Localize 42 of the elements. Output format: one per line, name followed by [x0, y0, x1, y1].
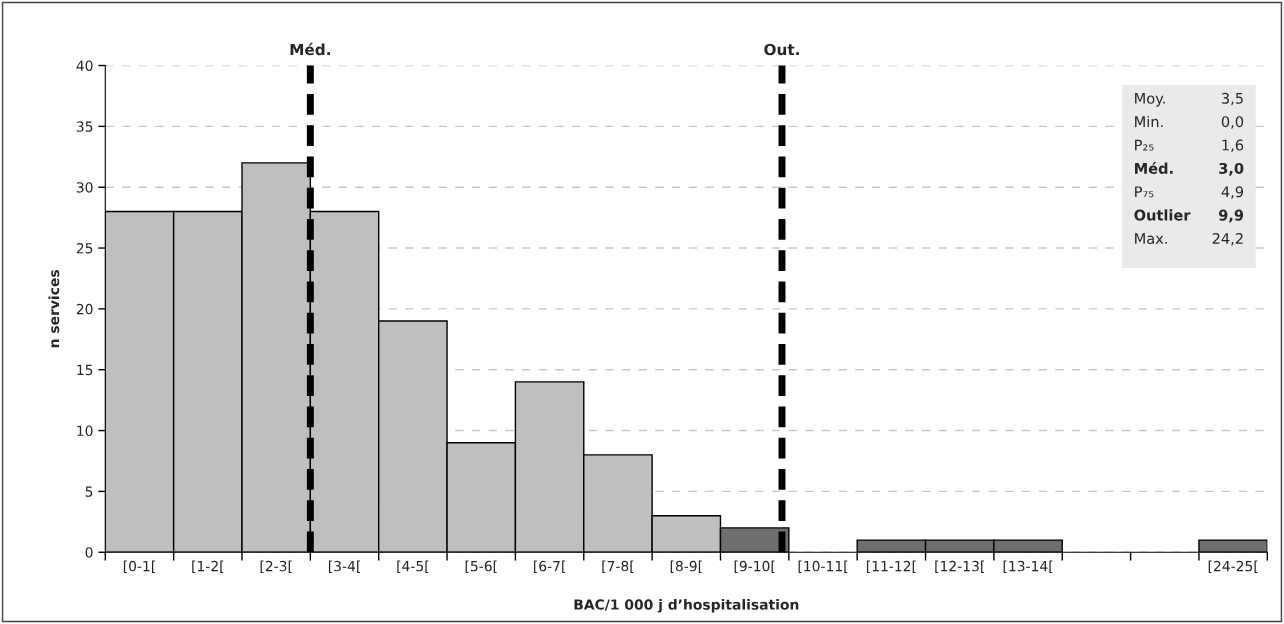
x-tick-label: [13-14[: [1003, 560, 1053, 573]
y-tick-label: 15: [77, 364, 93, 376]
y-tick-label: 35: [76, 121, 93, 132]
y-tick-label: 5: [85, 486, 93, 497]
annotation: 3,5: [1221, 92, 1243, 106]
x-tick-label: [3-4[: [328, 560, 360, 573]
annotation: Méd.: [1135, 162, 1173, 174]
y-tick-label: 0: [85, 547, 93, 558]
x-tick-label: [9-10[: [734, 560, 775, 573]
annotation: 4,9: [1221, 186, 1244, 199]
annotation: 9,9: [1218, 209, 1244, 223]
x-tick-label: [24-25[: [1208, 560, 1258, 573]
annotation: Outlier: [1134, 209, 1191, 221]
x-tick-label: [10-11[: [798, 560, 848, 573]
x-tick-label: [11-12[: [866, 560, 916, 573]
annotation: Max.: [1135, 233, 1167, 244]
annotation: Moy.: [1135, 92, 1165, 107]
annotation: 0,0: [1221, 116, 1244, 129]
annotation: 1,6: [1222, 139, 1244, 153]
annotation: 24,2: [1212, 232, 1243, 246]
x-tick-label: [12-13[: [935, 560, 984, 573]
x-tick-label: [6-7[: [534, 560, 565, 573]
y-tick-label: 25: [76, 243, 93, 254]
x-tick-label: [8-9[: [670, 560, 702, 573]
y-tick-label: 30: [76, 182, 93, 193]
annotation: P₂₅: [1135, 139, 1154, 151]
x-tick-label: [0-1[: [123, 560, 155, 573]
x-tick-label: [2-3[: [260, 560, 292, 573]
x-axis-title: BAC/1 000 j d’hospitalisation: [574, 599, 799, 613]
x-tick-label: [7-8[: [602, 560, 634, 573]
x-tick-label: [4-5[: [397, 560, 429, 573]
annotation: 3,0: [1219, 162, 1244, 176]
annotation: P₇₅: [1135, 186, 1154, 198]
text: Out.: [764, 43, 799, 56]
x-tick-label: [1-2[: [192, 560, 224, 573]
annotation: Min.: [1135, 115, 1163, 127]
y-tick-label: 10: [77, 425, 93, 437]
y-tick-label: 20: [76, 303, 93, 315]
y-tick-label: 40: [76, 60, 93, 71]
text: Méd.: [290, 42, 330, 56]
x-tick-label: [5-6[: [465, 560, 497, 573]
y-axis-title: n services: [48, 270, 60, 348]
